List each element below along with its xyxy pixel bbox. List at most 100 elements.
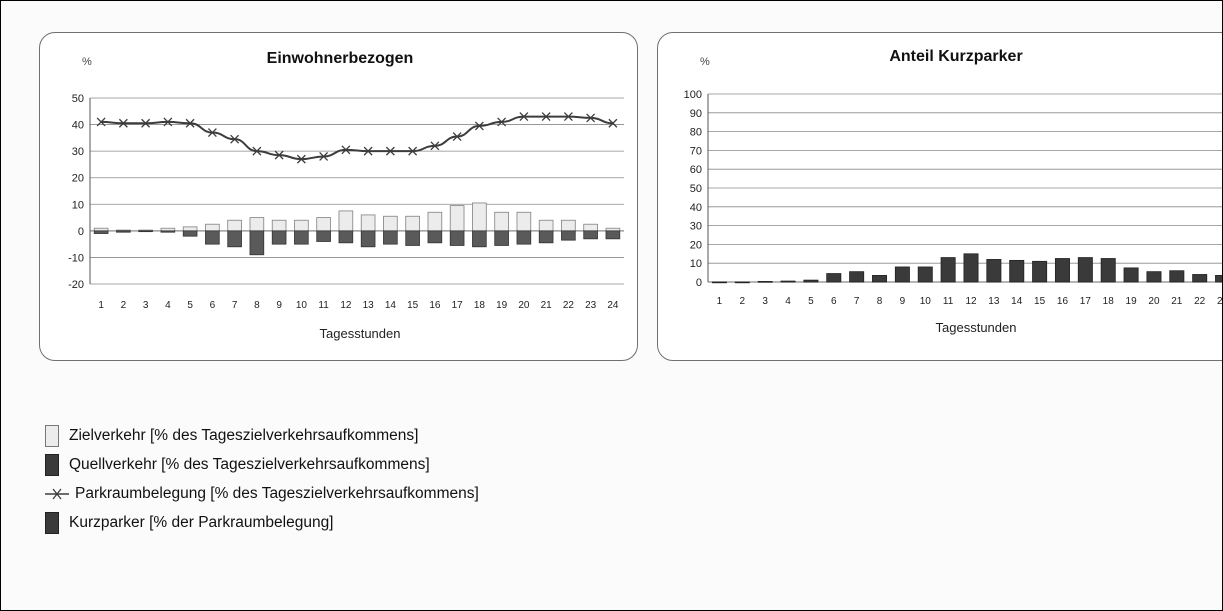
chart1-bar-quellverkehr: [249, 230, 265, 256]
chart2-bar-kurzparker: [734, 281, 750, 284]
chart1-point-parkraumbelegung: [563, 112, 573, 122]
chart1-bar-zielverkehr: [271, 219, 287, 232]
chart1-x-axis-label: Tagesstunden: [320, 326, 401, 341]
chart2-x-tick-label: 12: [965, 296, 977, 307]
chart1-point-parkraumbelegung: [608, 118, 618, 128]
chart2-x-tick-label: 20: [1148, 296, 1160, 307]
legend-label-parkraumbelegung: Parkraumbelegung [% des Tageszielverkehr…: [75, 484, 479, 502]
chart1-x-tick-label: 19: [496, 300, 508, 311]
chart1-bar-quellverkehr: [472, 230, 487, 248]
chart1-x-tick-label: 14: [385, 300, 397, 311]
chart1-bar-quellverkehr: [449, 230, 465, 246]
chart2-bar-kurzparker: [803, 279, 819, 283]
chart2-bar-kurzparker: [986, 259, 1002, 283]
chart1-x-tick-label: 20: [518, 300, 530, 311]
legend-label-zielverkehr: Zielverkehr [% des Tageszielverkehrsaufk…: [69, 426, 419, 444]
chart2-bar-kurzparker: [1100, 258, 1116, 283]
chart1-bar-quellverkehr: [405, 230, 420, 246]
chart2-x-tick-label: 8: [877, 296, 883, 307]
chart1-line-parkraumbelegung: [101, 115, 613, 161]
chart1-point-parkraumbelegung: [341, 145, 351, 155]
chart1-bar-zielverkehr: [583, 223, 598, 232]
chart1-x-tick-label: 13: [363, 300, 375, 311]
chart1-bar-quellverkehr: [160, 230, 176, 233]
chart1-bar-quellverkehr: [116, 230, 131, 233]
chart1-point-parkraumbelegung: [207, 128, 217, 138]
chart2-x-tick-label: 17: [1080, 296, 1092, 307]
chart2-bar-kurzparker: [1009, 259, 1025, 283]
chart1-y-tick-label: 30: [72, 146, 84, 158]
chart1-bar-zielverkehr: [182, 226, 198, 232]
chart2-x-tick-label: 22: [1194, 296, 1206, 307]
chart1-bar-quellverkehr: [427, 230, 443, 244]
chart1-x-tick-label: 1: [98, 300, 104, 311]
chart2-x-tick-label: 23: [1217, 296, 1223, 307]
chart1-bar-zielverkehr: [383, 215, 398, 232]
chart1-point-parkraumbelegung: [296, 154, 306, 164]
chart2-y-tick-label: 70: [690, 145, 702, 157]
chart1-bar-quellverkehr: [271, 230, 287, 245]
chart2-bar-kurzparker: [1215, 275, 1222, 283]
chart1-bar-zielverkehr: [294, 219, 309, 232]
chart1-bar-quellverkehr: [138, 230, 153, 233]
chart1-y-tick-label: 50: [72, 93, 84, 105]
chart1-bar-quellverkehr: [383, 230, 398, 245]
chart1-title: Einwohnerbezogen: [267, 50, 414, 67]
chart2-x-tick-label: 2: [740, 296, 746, 307]
legend-label-quellverkehr: Quellverkehr [% des Tageszielverkehrsauf…: [69, 455, 430, 473]
chart2-x-tick-label: 4: [785, 296, 791, 307]
chart2-x-tick-label: 9: [900, 296, 906, 307]
chart1-x-tick-label: 6: [210, 300, 216, 311]
chart2-y-tick-label: 40: [690, 202, 702, 214]
chart1-x-tick-label: 15: [407, 300, 419, 311]
chart1-bar-quellverkehr: [494, 230, 509, 246]
chart-anteil-kurzparker: Anteil Kurzparker% 0 10 20 30 40 50 60 70 80 90 100…: [684, 48, 1223, 335]
chart2-bar-kurzparker: [1054, 258, 1070, 283]
chart1-point-parkraumbelegung: [141, 118, 151, 128]
chart1-point-parkraumbelegung: [430, 141, 440, 151]
chart1-bar-zielverkehr: [227, 219, 242, 232]
chart2-x-tick-label: 1: [717, 296, 723, 307]
chart1-bar-quellverkehr: [561, 230, 576, 241]
chart1-point-parkraumbelegung: [519, 112, 529, 122]
chart1-point-parkraumbelegung: [319, 151, 329, 161]
chart2-title: Anteil Kurzparker: [889, 48, 1022, 65]
chart2-bar-kurzparker: [757, 281, 773, 283]
chart2-x-tick-label: 6: [831, 296, 837, 307]
chart2-x-tick-label: 5: [808, 296, 814, 307]
chart1-x-tick-label: 10: [296, 300, 308, 311]
chart2-y-tick-label: 10: [690, 258, 702, 270]
chart2-unit-label: %: [700, 56, 710, 68]
chart1-point-parkraumbelegung: [96, 117, 106, 127]
chart1-x-tick-label: 21: [541, 300, 553, 311]
chart2-bar-kurzparker: [1032, 260, 1048, 283]
chart2-x-tick-label: 10: [920, 296, 932, 307]
chart2-x-tick-label: 13: [988, 296, 1000, 307]
chart1-bar-zielverkehr: [472, 202, 487, 232]
chart1-x-tick-label: 17: [452, 300, 464, 311]
chart2-bar-kurzparker: [826, 273, 842, 283]
chart1-point-parkraumbelegung: [274, 150, 284, 160]
chart1-bar-quellverkehr: [316, 230, 331, 242]
chart1-bar-zielverkehr: [338, 210, 354, 232]
chart1-bar-zielverkehr: [405, 215, 420, 232]
chart2-y-tick-label: 0: [696, 277, 702, 289]
chart2-x-tick-label: 11: [943, 296, 954, 307]
legend: Zielverkehr [% des Tageszielverkehrsaufk…: [45, 421, 479, 537]
chart1-y-tick-label: -20: [68, 279, 84, 291]
chart2-bar-kurzparker: [711, 281, 727, 284]
chart1-x-tick-label: 7: [232, 300, 238, 311]
chart1-bar-zielverkehr: [316, 217, 331, 232]
chart1-x-tick-label: 11: [318, 300, 329, 311]
chart1-point-parkraumbelegung: [185, 118, 195, 128]
chart1-bar-zielverkehr: [494, 211, 509, 232]
chart2-x-tick-label: 18: [1103, 296, 1115, 307]
chart1-x-tick-label: 23: [585, 300, 597, 311]
chart1-x-tick-label: 2: [121, 300, 127, 311]
chart1-bar-zielverkehr: [205, 223, 220, 232]
chart2-y-tick-label: 50: [690, 183, 702, 195]
chart1-bar-zielverkehr: [538, 219, 554, 232]
chart2-y-tick-label: 30: [690, 221, 702, 233]
legend-item-parkraumbelegung: Parkraumbelegung [% des Tageszielverkehr…: [45, 479, 479, 508]
chart1-bar-quellverkehr: [294, 230, 309, 245]
